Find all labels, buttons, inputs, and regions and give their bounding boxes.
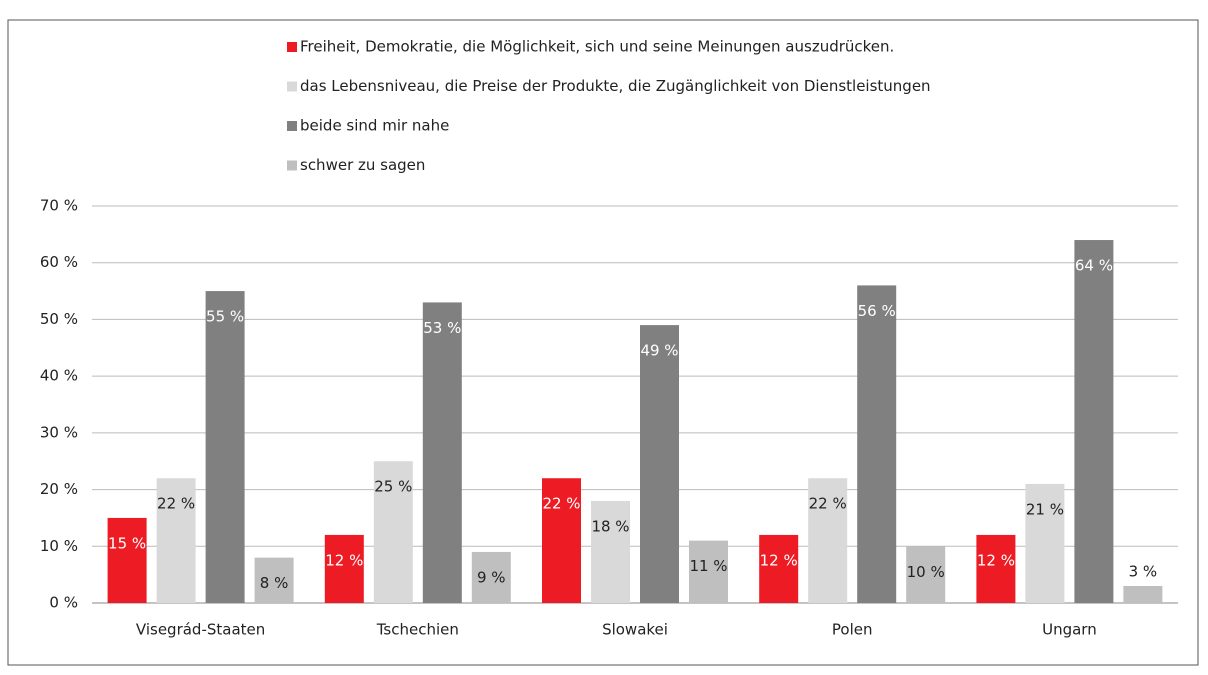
data-label: 64 % — [1075, 257, 1113, 275]
data-label: 12 % — [977, 551, 1015, 569]
legend-label: Freiheit, Demokratie, die Möglichkeit, s… — [300, 38, 894, 56]
bar — [107, 517, 147, 603]
x-tick-label: Tschechien — [376, 621, 459, 639]
bar — [324, 534, 364, 603]
bar — [542, 478, 581, 603]
x-tick-label: Visegrád-Staaten — [136, 621, 265, 639]
data-label: 18 % — [591, 517, 629, 535]
bar — [1074, 240, 1114, 603]
legend-swatch — [287, 160, 297, 171]
bar — [1123, 585, 1163, 603]
x-tick-label: Ungarn — [1042, 621, 1097, 639]
data-label: 49 % — [640, 342, 678, 360]
legend-label: das Lebensniveau, die Preise der Produkt… — [300, 77, 931, 95]
bar — [759, 534, 799, 603]
data-label: 21 % — [1026, 500, 1064, 518]
data-label: 22 % — [157, 495, 195, 513]
data-label: 10 % — [907, 563, 945, 581]
data-label: 3 % — [1129, 562, 1158, 580]
bar — [689, 540, 728, 603]
data-label: 9 % — [477, 568, 506, 586]
bar — [976, 534, 1016, 603]
y-tick-label: 0 % — [49, 594, 78, 612]
data-label: 22 % — [809, 495, 847, 513]
bar — [373, 461, 413, 603]
bar — [591, 500, 630, 603]
bar — [422, 302, 462, 603]
data-label: 11 % — [689, 557, 727, 575]
bar — [471, 551, 511, 603]
bar — [640, 325, 679, 603]
y-tick-label: 40 % — [40, 367, 78, 385]
data-label: 25 % — [374, 478, 412, 496]
data-label: 12 % — [325, 551, 363, 569]
bar — [808, 478, 848, 603]
y-tick-label: 30 % — [40, 423, 78, 441]
bar — [156, 478, 196, 603]
y-tick-label: 20 % — [40, 480, 78, 498]
x-tick-label: Polen — [832, 621, 873, 639]
data-label: 22 % — [542, 495, 580, 513]
data-label: 15 % — [108, 534, 146, 552]
y-tick-label: 60 % — [40, 253, 78, 271]
legend-label: beide sind mir nahe — [300, 117, 449, 135]
bar — [857, 285, 897, 603]
bar — [205, 291, 245, 603]
y-tick-label: 70 % — [40, 197, 78, 215]
bar — [254, 557, 294, 603]
x-tick-label: Slowakei — [602, 621, 668, 639]
y-tick-label: 50 % — [40, 310, 78, 328]
legend-swatch — [287, 121, 297, 131]
bar — [1025, 483, 1065, 603]
legend-swatch — [287, 81, 297, 92]
legend-swatch — [287, 42, 297, 52]
data-label: 55 % — [206, 308, 244, 326]
bar — [906, 546, 946, 603]
data-label: 8 % — [260, 574, 289, 592]
data-label: 12 % — [760, 551, 798, 569]
y-tick-label: 10 % — [40, 537, 78, 555]
legend-label: schwer zu sagen — [300, 156, 425, 174]
data-label: 56 % — [858, 302, 896, 320]
data-label: 53 % — [423, 319, 461, 337]
